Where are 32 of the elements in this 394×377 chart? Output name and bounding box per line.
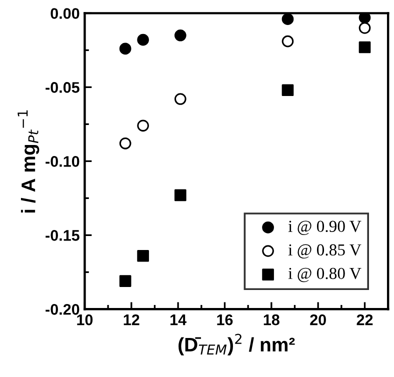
x-tick-label: 18 [264, 314, 280, 326]
point [137, 250, 149, 262]
y-tick-label: -0.15 [46, 230, 80, 241]
point [358, 13, 371, 24]
point [282, 13, 294, 26]
x-tick-label: 10 [77, 314, 93, 326]
legend-label: i @ 0.90 V [288, 220, 362, 235]
x-tick-label: 20 [310, 314, 326, 326]
x-tick-label: 14 [170, 314, 186, 326]
point [119, 275, 132, 287]
point [174, 189, 186, 202]
point [174, 93, 186, 105]
point [282, 35, 294, 48]
point [174, 29, 186, 42]
y-axis-title: i / A mg$_{Pt}$$^{−1}$ [18, 110, 40, 213]
point [119, 42, 132, 55]
x-tick-label: 12 [124, 314, 140, 326]
point [137, 120, 149, 132]
x-tick-label: 22 [356, 314, 373, 326]
point [137, 34, 149, 46]
x-axis-title: (D̄$_{TEM}$)$^{2}$ / nm² [178, 334, 295, 356]
y-tick-label: -0.05 [46, 82, 80, 93]
point [358, 41, 371, 54]
point [119, 137, 132, 150]
legend-label: i @ 0.85 V [288, 244, 362, 259]
y-tick-label: -0.10 [46, 156, 80, 167]
point [282, 84, 294, 96]
point [358, 22, 371, 34]
y-tick-label: 0.00 [50, 8, 80, 19]
legend-label: i @ 0.80 V [288, 268, 362, 282]
y-tick-label: -0.20 [46, 304, 80, 315]
x-tick-label: 16 [217, 314, 233, 326]
